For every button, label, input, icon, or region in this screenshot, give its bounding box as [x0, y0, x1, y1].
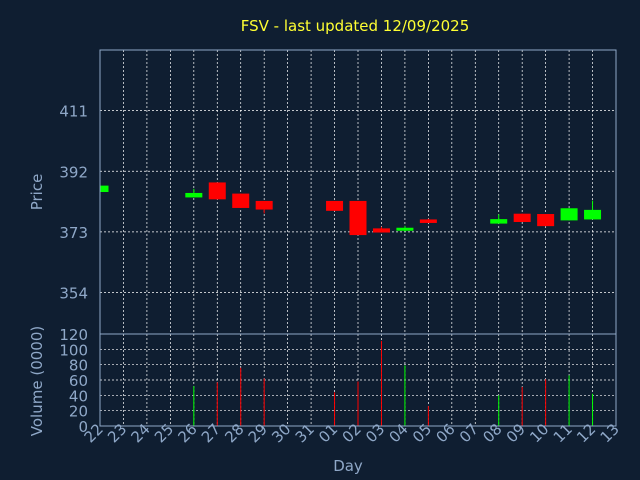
price-tick-label: 411 [59, 103, 88, 121]
candle-body [490, 219, 508, 224]
candle [326, 200, 344, 211]
x-tick-label: 12 [573, 420, 599, 446]
y-axis-label: Price [28, 174, 46, 211]
volume-axis-label: Volume (0000) [28, 326, 46, 436]
candle-body [208, 182, 226, 200]
x-tick-label: 29 [245, 420, 271, 446]
x-tick-label: 02 [339, 420, 365, 446]
candle-body [537, 214, 555, 227]
candle-body [513, 213, 531, 222]
x-tick-label: 11 [550, 420, 576, 446]
volume-tick-label: 20 [69, 403, 88, 421]
x-tick-label: 07 [456, 420, 482, 446]
candle [232, 193, 250, 208]
candle-body [232, 193, 250, 208]
x-tick-label: 10 [526, 420, 552, 446]
candle [490, 214, 508, 224]
candle [513, 213, 531, 222]
price-tick-labels: 354 373 392 411 [59, 103, 88, 303]
candle [255, 200, 273, 214]
chart-title: FSV - last updated 12/09/2025 [241, 17, 470, 35]
candle [185, 188, 203, 198]
candle-body [560, 208, 578, 221]
volume-tick-label: 60 [69, 372, 88, 390]
x-tick-labels: 2223242526272829303101020304050607080910… [81, 420, 623, 446]
volume-plot-frame [99, 333, 617, 427]
x-tick-label: 05 [409, 420, 435, 446]
volume-tick-label: 120 [59, 326, 88, 344]
x-tick-label: 03 [362, 420, 388, 446]
candle-body [255, 200, 273, 210]
candle [208, 182, 226, 200]
candle [349, 200, 367, 236]
candle-body [396, 227, 414, 231]
candle-body [185, 192, 203, 198]
x-tick-label: 25 [151, 420, 177, 446]
volume-tick-label: 100 [59, 341, 88, 359]
price-tick-label: 392 [59, 163, 88, 181]
candles [99, 182, 602, 236]
price-grid [100, 50, 616, 334]
volume-bars [193, 340, 594, 426]
candle-body [100, 185, 109, 192]
price-tick-label: 373 [59, 224, 88, 242]
price-tick-label: 354 [59, 285, 88, 303]
x-tick-label: 23 [104, 420, 130, 446]
x-tick-label: 04 [386, 420, 412, 446]
candle [372, 226, 390, 233]
x-tick-label: 26 [174, 420, 200, 446]
candle-body [349, 200, 367, 236]
x-tick-label: 31 [292, 420, 318, 446]
x-tick-label: 09 [503, 420, 529, 446]
x-tick-label: 28 [221, 420, 247, 446]
x-tick-label: 30 [268, 420, 294, 446]
x-tick-label: 08 [479, 420, 505, 446]
candle-body [584, 209, 602, 220]
x-tick-label: 01 [315, 420, 341, 446]
candle [537, 214, 555, 227]
volume-tick-label: 80 [69, 357, 88, 375]
volume-tick-label: 0 [78, 418, 88, 436]
x-tick-label: 24 [128, 420, 154, 446]
candle [99, 185, 109, 192]
candle [584, 200, 602, 220]
x-axis-label: Day [333, 457, 363, 475]
x-tick-label: 13 [597, 420, 623, 446]
x-tick-label: 27 [198, 420, 224, 446]
volume-tick-label: 40 [69, 387, 88, 405]
candle-body [326, 200, 344, 211]
candle [396, 225, 414, 232]
x-tick-label: 06 [432, 420, 458, 446]
candle-body [372, 228, 390, 233]
candle [560, 208, 578, 221]
candle [419, 218, 437, 223]
candle-body [419, 219, 437, 223]
